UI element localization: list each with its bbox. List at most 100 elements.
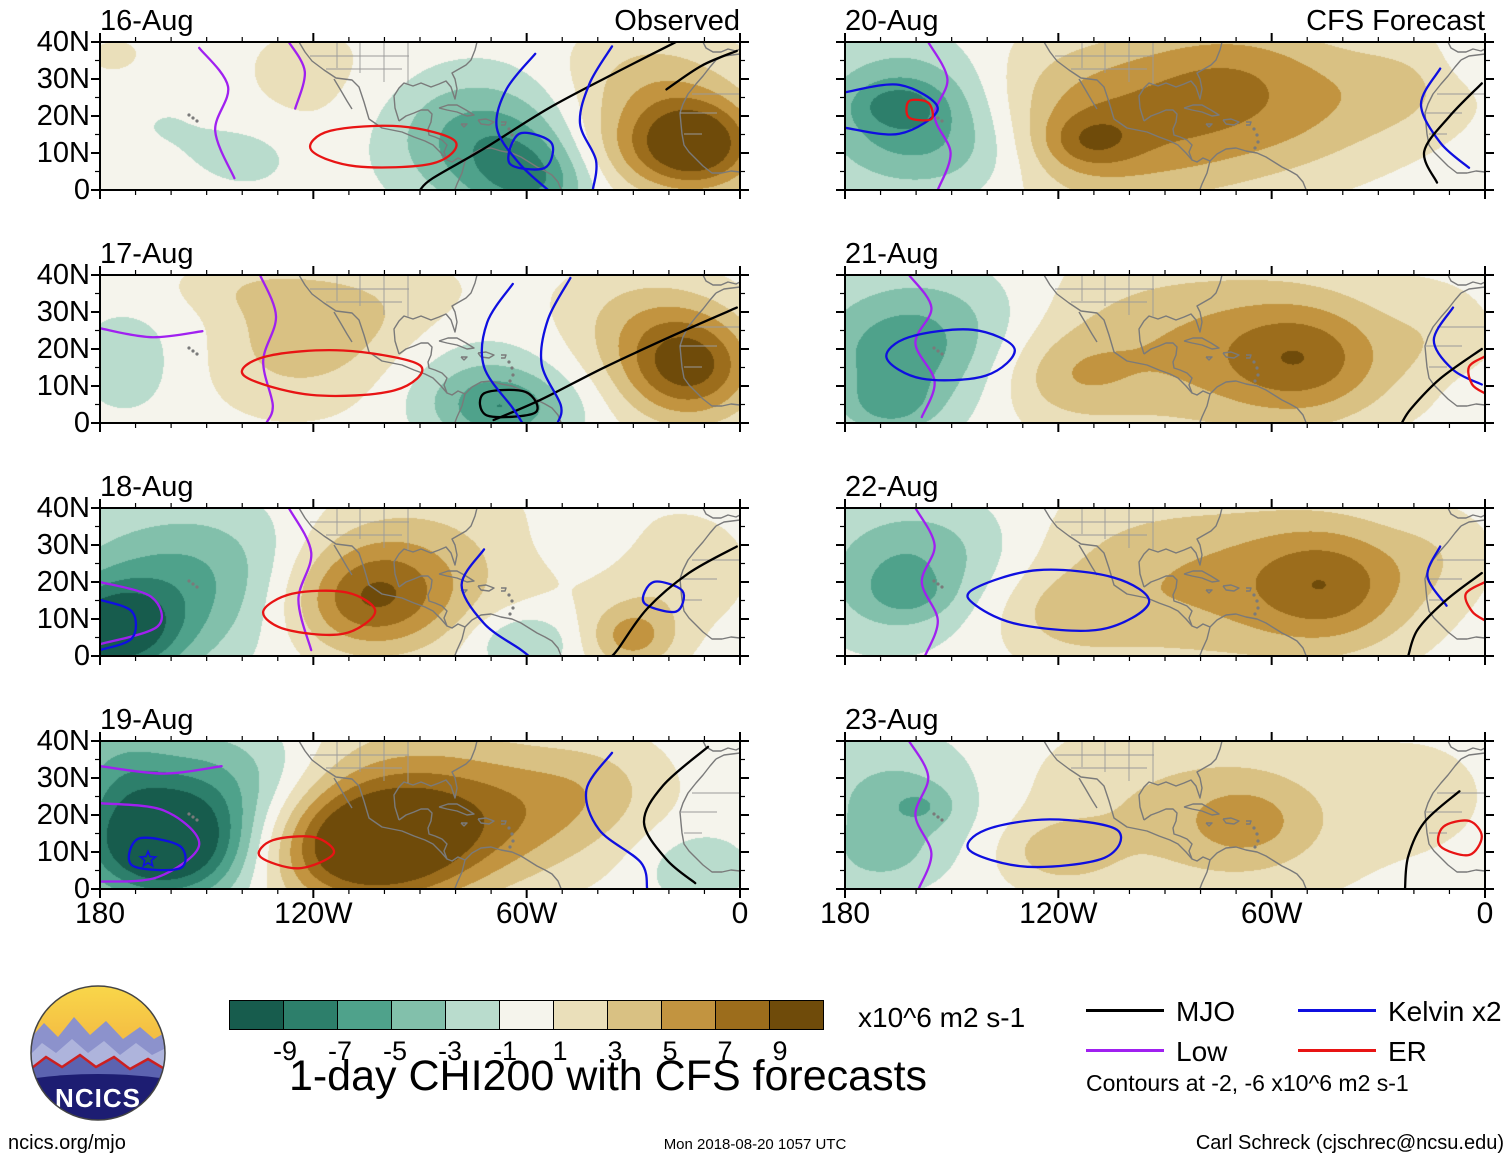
colorbar-swatch <box>499 1000 554 1030</box>
colorbar-units: x10^6 m2 s-1 <box>858 1002 1026 1033</box>
lat-axis-label: 30N <box>36 762 90 794</box>
panel-header: 18-Aug <box>100 471 740 503</box>
coastlines <box>932 741 1485 889</box>
colorbar-swatch <box>337 1000 392 1030</box>
figure-title: 1-day CHI200 with CFS forecasts <box>288 1052 928 1100</box>
coastlines <box>932 508 1485 656</box>
anomaly-field-canvas-21-aug <box>845 275 1485 423</box>
map-overlay-22-aug <box>836 499 1494 665</box>
colorbar-swatch <box>229 1000 284 1030</box>
footer-timestamp: Mon 2018-08-20 1057 UTC <box>663 1136 847 1153</box>
panel-date-label: 20-Aug <box>845 5 939 37</box>
lat-axis-label: 40N <box>36 725 90 757</box>
lat-axis-label: 30N <box>36 529 90 561</box>
lat-axis-label: 20N <box>36 100 90 132</box>
legend-note: Contours at -2, -6 x10^6 m2 s-1 <box>1086 1070 1409 1096</box>
colorbar-tick-label: -3 <box>437 1036 462 1066</box>
lat-axis-label: 40N <box>36 492 90 524</box>
coastlines <box>187 275 740 423</box>
footer-url: ncics.org/mjo <box>8 1132 126 1154</box>
colorbar <box>229 1000 824 1030</box>
wave-contours <box>885 275 1485 423</box>
panel-date-label: 21-Aug <box>845 238 939 270</box>
legend-line-er <box>1298 1049 1376 1052</box>
map-overlay-16-aug <box>91 33 749 199</box>
column-title: CFS Forecast <box>1306 5 1485 37</box>
panel-header: 21-Aug <box>845 238 1485 270</box>
colorbar-tick-label: 1 <box>552 1036 568 1066</box>
legend-label-low: Low <box>1176 1036 1228 1067</box>
panel-date-label: 17-Aug <box>100 238 194 270</box>
wave-contours <box>845 42 1483 190</box>
colorbar-tick-label: 7 <box>717 1036 733 1066</box>
wave-contours <box>914 508 1485 656</box>
anomaly-field-canvas-19-aug <box>100 741 740 889</box>
lon-axis-label: 0 <box>1476 897 1494 930</box>
wave-contours <box>100 275 738 423</box>
lon-axis-label: 180 <box>74 897 126 930</box>
lat-axis-label: 20N <box>36 566 90 598</box>
lat-axis-label: 40N <box>36 26 90 58</box>
map-overlay-19-aug <box>91 732 749 898</box>
lat-axis-label: 0 <box>73 640 90 672</box>
footer-credit: Carl Schreck (cjschrec@ncsu.edu) <box>1195 1132 1504 1154</box>
logo-text: NCICS <box>55 1083 141 1113</box>
lat-axis-label: 10N <box>36 137 90 169</box>
colorbar-swatch <box>391 1000 446 1030</box>
colorbar-tick-label: -9 <box>272 1036 297 1066</box>
panel-header: 17-Aug <box>100 238 740 270</box>
map-overlay-20-aug <box>836 33 1494 199</box>
colorbar-swatch <box>661 1000 716 1030</box>
lat-axis-label: 0 <box>73 407 90 439</box>
coastlines <box>932 42 1485 190</box>
logo-red-line <box>31 1053 165 1073</box>
coastlines <box>187 508 740 656</box>
panel-date-label: 16-Aug <box>100 5 194 37</box>
panel-header: 20-Aug CFS Forecast <box>845 5 1485 37</box>
colorbar-swatch <box>283 1000 338 1030</box>
panel-date-label: 18-Aug <box>100 471 194 503</box>
lon-axis-label: 120W <box>1019 897 1098 930</box>
legend-label-kelvin: Kelvin x2 <box>1388 996 1502 1027</box>
lat-axis-label: 20N <box>36 799 90 831</box>
panel-date-label: 23-Aug <box>845 704 939 736</box>
legend-line-low <box>1086 1049 1164 1052</box>
wave-contours <box>198 42 738 190</box>
lat-axis-label: 10N <box>36 370 90 402</box>
lat-axis-label: 0 <box>73 174 90 206</box>
lat-axis-label: 20N <box>36 333 90 365</box>
coastlines <box>187 741 740 889</box>
map-overlay-21-aug <box>836 266 1494 432</box>
lon-axis-label: 60W <box>1240 897 1303 930</box>
wave-contours <box>100 508 738 656</box>
colorbar-swatch <box>553 1000 608 1030</box>
anomaly-field-canvas-17-aug <box>100 275 740 423</box>
anomaly-field-canvas-23-aug <box>845 741 1485 889</box>
ncics-logo: NCICS <box>30 985 166 1121</box>
colorbar-swatch <box>769 1000 824 1030</box>
panel-header: 19-Aug <box>100 704 740 736</box>
legend-label-er: ER <box>1388 1036 1427 1067</box>
panel-header: 16-Aug Observed <box>100 5 740 37</box>
lat-axis-label: 0 <box>73 873 90 905</box>
coastlines <box>187 42 740 190</box>
anomaly-field-canvas-22-aug <box>845 508 1485 656</box>
panel-header: 23-Aug <box>845 704 1485 736</box>
lon-axis-label: 120W <box>274 897 353 930</box>
colorbar-tick-label: 5 <box>662 1036 678 1066</box>
lon-axis-label: 180 <box>819 897 871 930</box>
legend-line-kelvin <box>1298 1009 1376 1012</box>
colorbar-swatch <box>607 1000 662 1030</box>
panel-date-label: 22-Aug <box>845 471 939 503</box>
map-overlay-18-aug <box>91 499 749 665</box>
column-title: Observed <box>614 5 740 37</box>
lon-axis-label: 60W <box>495 897 558 930</box>
lat-axis-label: 30N <box>36 296 90 328</box>
colorbar-tick-label: -5 <box>382 1036 407 1066</box>
colorbar-tick-label: 9 <box>772 1036 788 1066</box>
map-overlay-23-aug <box>836 732 1494 898</box>
legend-line-mjo <box>1086 1009 1164 1012</box>
wave-contours <box>907 741 1483 889</box>
lat-axis-label: 10N <box>36 603 90 635</box>
